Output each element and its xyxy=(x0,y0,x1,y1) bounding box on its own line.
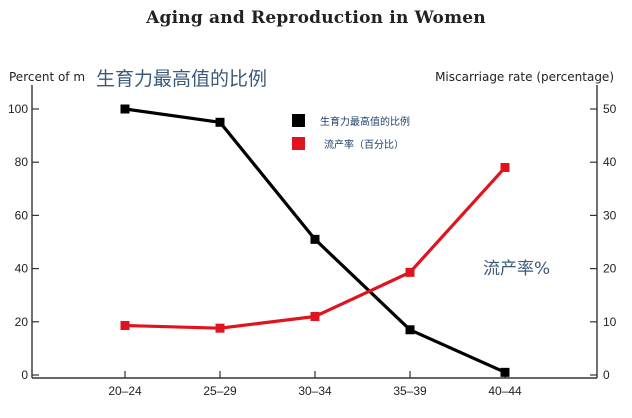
series-point-1 xyxy=(405,267,415,277)
miscarriage-annotation: 流产率% xyxy=(483,259,551,279)
left-tick-label: 80 xyxy=(15,155,29,169)
left-tick-label: 20 xyxy=(15,315,29,329)
legend-swatch-0 xyxy=(292,114,305,127)
left-axis-overlay-label: 生育力最高值的比例 xyxy=(93,64,271,91)
right-tick-label: 50 xyxy=(603,102,617,116)
x-tick-label: 40–44 xyxy=(488,384,522,398)
x-tick-label: 30–34 xyxy=(298,384,332,398)
series-point-1 xyxy=(120,321,130,331)
left-tick-label: 40 xyxy=(15,262,29,276)
legend-label-1: 流产率（百分比） xyxy=(324,138,404,151)
right-tick-label: 10 xyxy=(603,315,617,329)
left-axis-label: Percent of m xyxy=(9,70,86,84)
series-point-1 xyxy=(215,323,225,333)
right-axis-label: Miscarriage rate (percentage) xyxy=(435,70,614,84)
series-point-0 xyxy=(405,325,415,335)
series-point-0 xyxy=(215,117,225,127)
right-tick-label: 40 xyxy=(603,155,617,169)
left-tick-label: 0 xyxy=(21,368,28,382)
series-point-0 xyxy=(310,234,320,244)
left-tick-label: 100 xyxy=(8,102,28,116)
series-point-0 xyxy=(120,104,130,114)
series-point-1 xyxy=(310,311,320,321)
right-tick-label: 30 xyxy=(603,208,617,222)
chart-title: Aging and Reproduction in Women xyxy=(146,8,486,28)
x-tick-label: 25–29 xyxy=(203,384,237,398)
right-tick-label: 20 xyxy=(603,262,617,276)
series-point-1 xyxy=(500,163,510,173)
right-tick-label: 0 xyxy=(603,368,610,382)
left-tick-label: 60 xyxy=(15,208,29,222)
x-tick-label: 35–39 xyxy=(393,384,427,398)
series-line-1 xyxy=(124,166,507,330)
legend-label-0: 生育力最高值的比例 xyxy=(320,115,410,128)
x-tick-label: 20–24 xyxy=(108,384,142,398)
legend-swatch-1 xyxy=(292,137,305,150)
series-point-0 xyxy=(500,367,510,377)
